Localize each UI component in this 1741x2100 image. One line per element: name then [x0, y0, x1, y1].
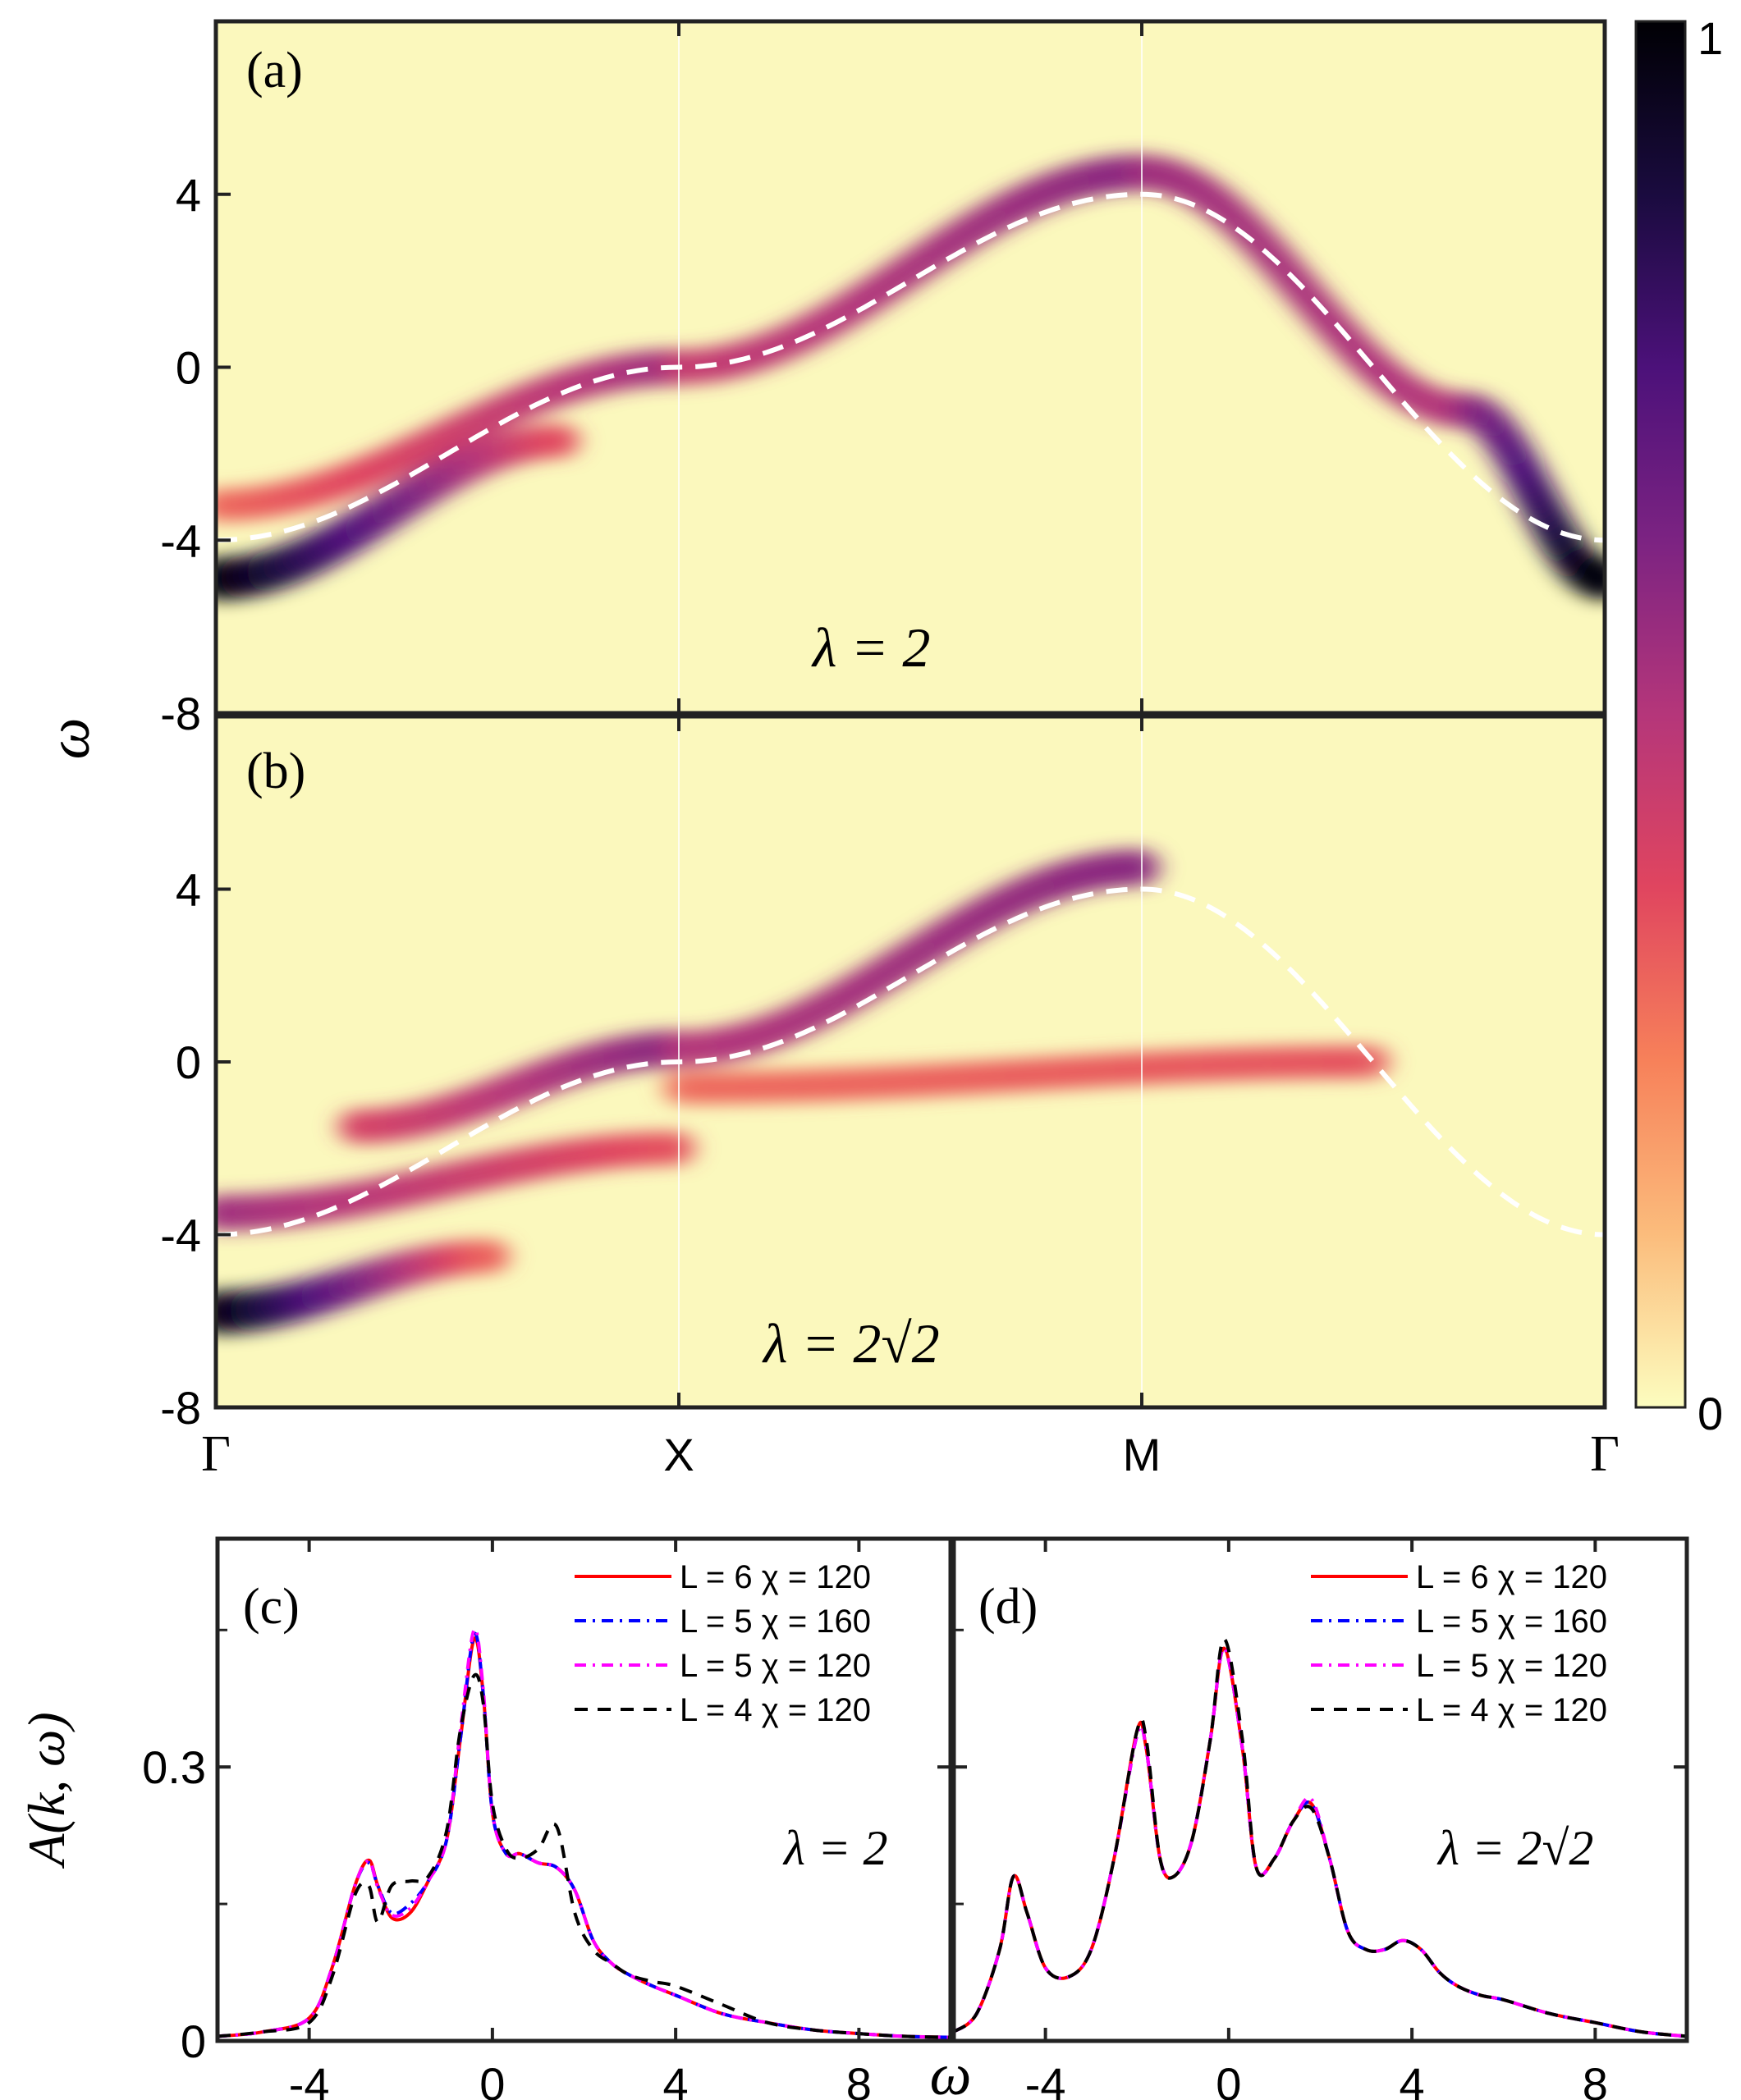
panel-a-ytick-label: 4 [176, 169, 201, 221]
panel-b-bands [216, 849, 1391, 1334]
panel-d-series-3-line [954, 1637, 1687, 2038]
panel-b-ytick-label: 4 [176, 864, 201, 916]
panel-d-xtick-label: -4 [1025, 2058, 1066, 2100]
panel-d-label: (d) [978, 1579, 1038, 1635]
colorbar: 1 0 [1634, 12, 1723, 1439]
panel-c-legend-label-2: L = 5 χ = 120 [680, 1648, 871, 1684]
panel-c-xtick-label: 0 [479, 2058, 505, 2100]
panel-d-xtick-label: 4 [1400, 2058, 1425, 2100]
panel-d-frame [951, 1536, 1689, 2043]
panel-b-bare-dispersion-curve [215, 886, 1606, 1238]
panel-a-bands [216, 154, 1605, 601]
panel-b-ytick-label: 0 [176, 1036, 201, 1088]
panel-b-y-ticks: 4 0 -4 -8 [160, 864, 231, 1434]
heatmap-y-axis-label: ω [36, 718, 102, 760]
panel-a-ytick-label: -4 [160, 515, 201, 566]
panel-c-annotation: λ = 2 [782, 1821, 887, 1875]
panel-c-legend-label-0: L = 6 χ = 120 [680, 1559, 871, 1595]
colorbar-max-label: 1 [1697, 12, 1723, 64]
panel-c-ytick-label: 0 [181, 2015, 206, 2067]
panel-d-legend: L = 6 χ = 120 L = 5 χ = 160 L = 5 χ = 120 L… [1311, 1559, 1607, 1728]
panel-c-legend-label-1: L = 5 χ = 160 [680, 1604, 871, 1640]
panel-b-annotation: λ = 2√2 [762, 1312, 940, 1375]
k-path-label-0: Γ [201, 1426, 231, 1482]
panel-c-series [218, 1627, 951, 2039]
panel-a-annotation: λ = 2 [811, 616, 930, 679]
k-path-label-2: M [1123, 1429, 1161, 1480]
panel-b-ytick-label: -8 [160, 1382, 201, 1434]
panel-d-xtick-label: 8 [1583, 2058, 1608, 2100]
panel-c-xtick-label: 4 [663, 2058, 689, 2100]
colorbar-scale [1634, 20, 1687, 1409]
panel-d-series-2-line [954, 1646, 1687, 2038]
panel-a-heatmap: 4 0 -4 -8 (a) λ = 2 [160, 19, 1607, 739]
panel-a-ytick-label: -8 [160, 688, 201, 739]
panel-a-ytick-label: 0 [176, 342, 201, 394]
panel-b-background [216, 716, 1605, 1407]
panel-d-ticks: -4 0 4 8 [954, 1539, 1687, 2100]
panel-c-xtick-label: -4 [289, 2058, 330, 2100]
panel-d-line-chart: -4 0 4 8 L = 6 χ = 120 L = 5 χ = 160 L = 5 χ … [951, 1536, 1689, 2100]
panel-a-label: (a) [246, 43, 303, 98]
panel-d-legend-label-3: L = 4 χ = 120 [1416, 1692, 1607, 1728]
panel-b-heatmap: 4 0 -4 -8 (b) λ = 2√2 [160, 714, 1607, 1434]
panel-c-frame [215, 1536, 953, 2043]
colorbar-min-label: 0 [1697, 1388, 1723, 1439]
panel-a-bare-dispersion-curve [215, 191, 1606, 543]
panel-c-ytick-label: 0.3 [142, 1741, 206, 1793]
panel-d-legend-label-1: L = 5 χ = 160 [1416, 1604, 1607, 1640]
panel-d-legend-label-2: L = 5 χ = 120 [1416, 1648, 1607, 1684]
k-path-label-1: X [663, 1429, 694, 1480]
panel-b-label: (b) [246, 743, 305, 799]
panel-c-legend: L = 6 χ = 120 L = 5 χ = 160 L = 5 χ = 120 L… [575, 1559, 871, 1728]
line-chart-x-axis-label: ω [930, 2042, 972, 2100]
panel-d-legend-label-0: L = 6 χ = 120 [1416, 1559, 1607, 1595]
line-chart-y-axis-label: A(k, ω) [17, 1712, 76, 1869]
panel-a-y-ticks: 4 0 -4 -8 [160, 169, 231, 739]
panel-c-xtick-label: 8 [846, 2058, 872, 2100]
panel-d-annotation: λ = 2√2 [1436, 1821, 1593, 1875]
panel-d-series [954, 1637, 1687, 2038]
panel-c-ticks: -4 0 4 8 0 0.3 [142, 1539, 951, 2100]
panel-c-legend-label-3: L = 4 χ = 120 [680, 1692, 871, 1728]
k-path-label-3: Γ [1590, 1426, 1620, 1482]
panel-c-label: (c) [243, 1579, 300, 1635]
panel-d-xtick-label: 0 [1216, 2058, 1241, 2100]
panel-c-series-3-line [218, 1672, 951, 2039]
panel-b-ytick-label: -4 [160, 1210, 201, 1261]
